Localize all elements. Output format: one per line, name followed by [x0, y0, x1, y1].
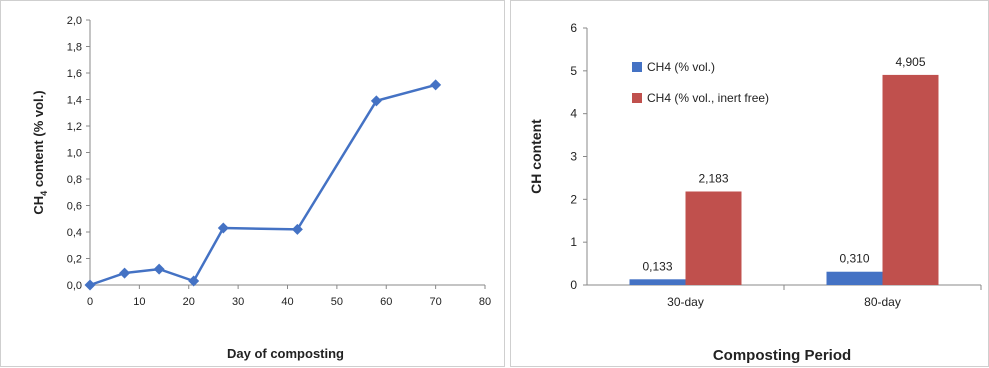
y-tick-label: 3 — [570, 150, 577, 164]
x-tick-label: 50 — [331, 296, 343, 308]
bar — [685, 191, 742, 285]
x-tick-label: 80 — [479, 296, 491, 308]
bar — [826, 271, 883, 285]
series-line — [89, 83, 436, 287]
legend-label: CH4 (% vol., inert free) — [647, 91, 769, 105]
y-tick-label: 1,8 — [67, 42, 82, 54]
data-point — [217, 222, 229, 234]
x-axis-title: Day of composting — [227, 346, 344, 361]
data-point — [84, 279, 96, 291]
data-point — [119, 267, 131, 279]
y-axis-title: CH4 content (% vol.) — [31, 90, 49, 214]
y-tick-label: 0,4 — [67, 227, 82, 239]
y-tick-label: 1,4 — [67, 95, 82, 107]
x-tick-label: 0 — [87, 296, 93, 308]
legend-label: CH4 (% vol.) — [647, 60, 715, 74]
data-point — [153, 263, 165, 275]
y-tick-label: 0,8 — [67, 174, 82, 186]
y-tick-label: 0,0 — [67, 280, 82, 292]
x-tick-label: 30-day — [667, 295, 704, 309]
y-tick-label: 6 — [570, 21, 577, 35]
x-tick-label: 30 — [232, 296, 244, 308]
bar-chart: 0 1 2 3 4 5 6 0,133 2,183 30-day 0,310 4,905 80-day C… — [528, 21, 982, 364]
x-tick-label: 80-day — [864, 295, 901, 309]
line-chart: 0,0 0,2 0,4 0,6 0,8 1,0 1,2 1,4 1,6 1,8 2,0 0 10 20 30… — [31, 15, 491, 361]
y-tick-label: 1,2 — [67, 121, 82, 133]
bar — [882, 74, 939, 285]
y-tick-label: 0,2 — [67, 254, 82, 266]
bar-chart-panel: 0 1 2 3 4 5 6 0,133 2,183 30-day 0,310 4,905 80-day C… — [510, 0, 989, 367]
y-tick-label: 1 — [570, 235, 577, 249]
data-label: 0,310 — [839, 252, 869, 266]
x-tick-label: 10 — [133, 296, 145, 308]
data-point — [188, 275, 200, 287]
y-tick-label: 0 — [570, 278, 577, 292]
y-tick-label: 1,0 — [67, 148, 82, 160]
x-tick-label: 40 — [281, 296, 293, 308]
data-point — [430, 79, 442, 91]
data-label: 4,905 — [895, 55, 925, 69]
y-tick-label: 4 — [570, 107, 577, 121]
data-point — [370, 95, 382, 107]
bar — [629, 279, 686, 285]
legend-swatch — [632, 62, 642, 72]
data-label: 2,183 — [698, 171, 728, 185]
y-tick-label: 1,6 — [67, 68, 82, 80]
data-point — [291, 223, 303, 235]
y-tick-label: 2 — [570, 192, 577, 206]
legend-swatch — [632, 93, 642, 103]
data-label: 0,133 — [642, 259, 672, 273]
y-axis-title: CH content — [528, 119, 544, 194]
x-tick-label: 60 — [380, 296, 392, 308]
x-tick-label: 20 — [183, 296, 195, 308]
y-tick-label: 2,0 — [67, 15, 82, 27]
x-axis-title: Composting Period — [713, 347, 851, 364]
line-chart-panel: 0,0 0,2 0,4 0,6 0,8 1,0 1,2 1,4 1,6 1,8 2,0 0 10 20 30… — [0, 0, 505, 367]
y-tick-label: 5 — [570, 64, 577, 78]
y-tick-label: 0,6 — [67, 201, 82, 213]
x-tick-label: 70 — [430, 296, 442, 308]
